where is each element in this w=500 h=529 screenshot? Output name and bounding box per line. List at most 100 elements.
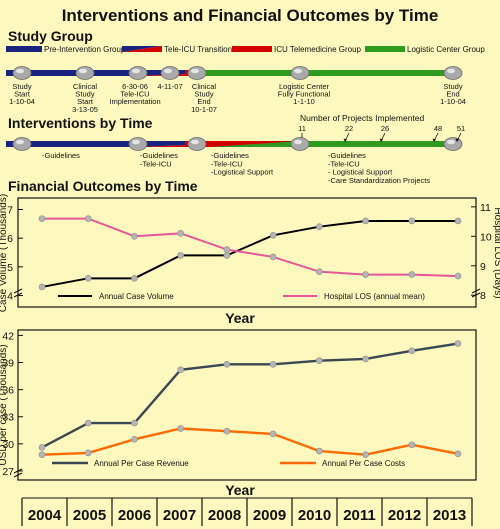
project-count-value: 22 <box>345 124 353 133</box>
series-line-revenue <box>41 342 459 449</box>
phase-label-line: -Tele-ICU <box>211 159 243 168</box>
data-point <box>223 246 231 253</box>
data-point <box>362 271 369 278</box>
project-count-arrowhead <box>432 138 436 142</box>
left-tick-label: 33 <box>2 412 14 424</box>
phase-label-line: -Tele-ICU <box>140 159 172 168</box>
legend-label: ICU Telemedicine Group <box>274 45 362 54</box>
phase-label-line: -Logistical Support <box>211 168 274 177</box>
data-point <box>454 272 462 280</box>
left-axis-label: USD per case (Thousands) <box>0 344 9 465</box>
case-volume-los-chart: 4 5 6 7 8 9 10 11 Case Volume (Thousands) Hospita… <box>0 194 500 326</box>
legend-series-name: Annual Case Volume <box>99 292 174 301</box>
data-point <box>269 361 277 368</box>
year-label: 2007 <box>163 507 196 524</box>
milestone-label-line: Study <box>75 90 94 99</box>
legend-label: Logistic Center Group <box>407 45 485 54</box>
chart-frame <box>17 329 477 481</box>
left-axis-label: Case Volume (Thousands) <box>0 194 9 312</box>
milestone-label-line: Study <box>443 82 462 91</box>
guidelines-bar <box>6 141 136 147</box>
project-count-arrowhead <box>379 138 383 142</box>
milestone-label-line: Fully Functional <box>278 90 331 99</box>
year-label: 2011 <box>343 507 376 524</box>
left-tick-label: 7 <box>7 204 13 216</box>
milestone-label-line: Study <box>12 82 31 91</box>
milestone-label-line: 1-10-04 <box>9 97 35 106</box>
data-point <box>408 217 416 225</box>
pre-intervention-bar <box>6 70 136 76</box>
milestone-label-line: 3-13-05 <box>72 105 98 114</box>
project-count-arrowhead <box>455 138 459 142</box>
axis-break-mark <box>13 472 23 478</box>
intervention-phase-labels: -Guidelines -Guidelines-Tele-ICU-Guidelin… <box>42 151 430 185</box>
year-label: 2005 <box>73 507 106 524</box>
series-line-hospital-los <box>42 217 459 278</box>
axis-break-mark <box>13 468 23 474</box>
data-point <box>131 275 138 282</box>
project-count-markers: 11 22 26 48 51 <box>298 124 465 142</box>
axis-break-mark <box>13 292 23 298</box>
phase-label-line: -Guidelines <box>328 151 366 160</box>
legend-swatch <box>6 46 42 52</box>
legend-swatch <box>365 46 405 52</box>
milestone-marker <box>160 66 180 80</box>
left-tick-label: 6 <box>7 233 13 245</box>
legend-series-name: Annual Per Case Revenue <box>94 459 189 468</box>
phase-label-line: -Guidelines <box>140 151 178 160</box>
series-line-case-volume <box>41 219 458 288</box>
left-tick-label: 39 <box>2 358 14 370</box>
milestone-label-line: Tele-ICU <box>120 90 149 99</box>
milestone-label-line: 1-10-04 <box>440 97 466 106</box>
milestone-marker <box>128 66 148 80</box>
year-label: 2008 <box>208 507 241 524</box>
logistics-ramp <box>210 141 300 147</box>
milestone-marker <box>443 66 463 80</box>
year-axis-row: 2004 2005 2006 2007 2008 2009 2010 2011 2012 2013 <box>21 497 473 526</box>
phase-label-line: -Guidelines <box>42 151 80 160</box>
milestone-marker <box>290 66 310 80</box>
intervention-marker <box>443 137 463 151</box>
data-point <box>454 450 462 458</box>
legend-swatch <box>232 46 272 52</box>
per-case-revenue-costs-chart: 27 30 33 36 39 42 USD per case (Thousands) Annu… <box>0 329 477 498</box>
left-tick-label: 36 <box>2 385 14 397</box>
chart-frame <box>17 197 477 308</box>
phase-label-line: -Care Standardization Projects <box>328 176 430 185</box>
data-point <box>38 283 46 291</box>
axis-break-mark <box>13 288 23 294</box>
milestone-marker <box>75 66 95 80</box>
legend-label: Tele-ICU Transition <box>164 45 232 54</box>
data-point <box>84 215 92 222</box>
milestone-labels: StudyStart1-10-04ClinicalStudyStart3-13-… <box>9 82 466 114</box>
data-point <box>316 447 323 455</box>
milestone-label-line: End <box>446 90 459 99</box>
axis-break-mark <box>471 288 481 294</box>
legend-series-name: Hospital LOS (annual mean) <box>324 292 425 301</box>
data-point <box>316 268 323 275</box>
x-axis-label: Year <box>225 482 255 498</box>
data-point <box>316 223 323 230</box>
data-point <box>177 425 184 432</box>
milestone-marker <box>12 66 32 80</box>
phase-label-line: -Tele-ICU <box>328 159 360 168</box>
year-label: 2004 <box>28 507 62 524</box>
data-point <box>269 231 277 239</box>
data-point <box>84 449 92 457</box>
milestone-label-line: Logistic Center <box>279 82 330 91</box>
data-point <box>84 419 92 427</box>
legend-label: Pre-Intervention Group <box>44 45 126 54</box>
study-group-timeline <box>6 66 463 80</box>
milestone-label-line: 10-1-07 <box>191 105 217 114</box>
tele-icu-bar <box>185 141 255 147</box>
project-count-value: 11 <box>298 124 306 133</box>
left-tick-label: 27 <box>2 466 14 478</box>
milestone-label-line: 4-11-07 <box>157 82 182 91</box>
interventions-timeline <box>6 137 463 151</box>
data-point <box>38 444 46 451</box>
data-point <box>362 451 369 458</box>
project-count-value: 51 <box>457 124 465 133</box>
data-point <box>316 357 323 365</box>
intervention-marker <box>12 137 32 151</box>
